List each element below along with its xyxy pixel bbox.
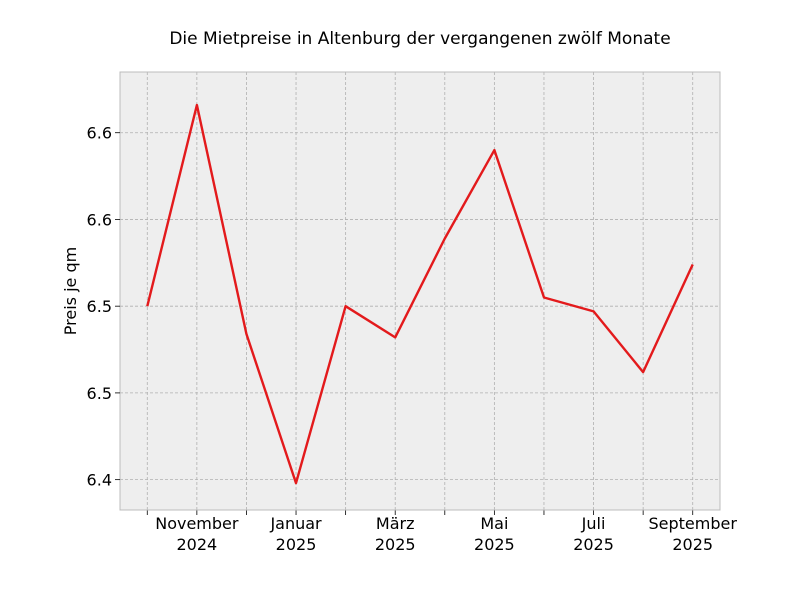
series-line [146, 103, 694, 485]
x-tick-label-year: 2025 [375, 535, 416, 554]
plot-area [120, 72, 720, 510]
x-tick-label-year: 2025 [672, 535, 713, 554]
y-axis-ticks: 6.4 6.5 6.5 6.6 6.6 [87, 124, 120, 490]
y-axis-label: Preis je qm [61, 247, 80, 335]
x-tick-label-month: September [649, 514, 738, 533]
x-tick-label-year: 2025 [276, 535, 317, 554]
grid [120, 72, 720, 510]
x-tick-label-month: Mai [480, 514, 508, 533]
minor-ticks [146, 510, 694, 515]
x-axis-ticks: November 2024 Januar 2025 März 2025 Mai 2025 Jul… [155, 514, 737, 554]
x-tick-label-year: 2025 [573, 535, 614, 554]
y-tick-label: 6.5 [87, 297, 112, 316]
x-tick-label-month: November [155, 514, 239, 533]
y-tick-label: 6.6 [87, 124, 112, 143]
y-tick-label: 6.6 [87, 210, 112, 229]
y-tick-label: 6.4 [87, 471, 112, 490]
x-tick-label-year: 2025 [474, 535, 515, 554]
x-tick-label-month: März [376, 514, 415, 533]
x-tick-label-year: 2024 [177, 535, 218, 554]
chart-title: Die Mietpreise in Altenburg der vergange… [169, 29, 670, 49]
y-tick-label: 6.5 [87, 384, 112, 403]
x-tick-label-month: Juli [581, 514, 606, 533]
plot-frame [119, 71, 721, 511]
x-tick-label-month: Januar [269, 514, 322, 533]
